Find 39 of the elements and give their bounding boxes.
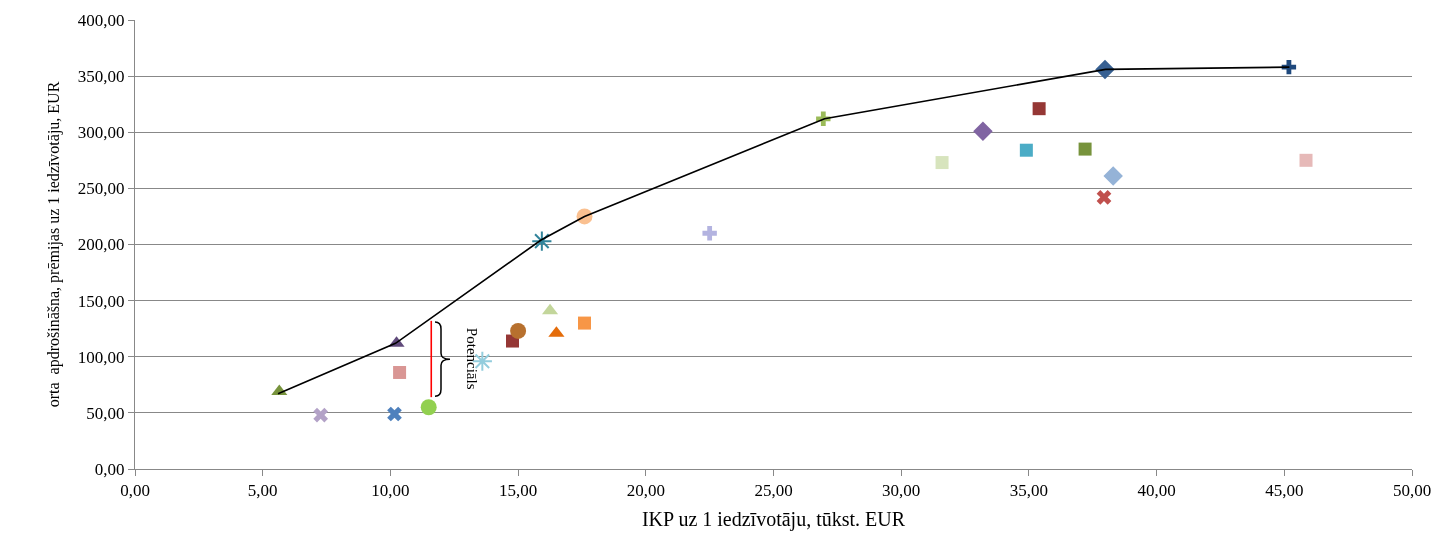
annotation: Potenciāls bbox=[464, 327, 481, 390]
point bbox=[510, 322, 527, 339]
point bbox=[420, 399, 437, 416]
y-tick-label: 100,00 bbox=[77, 347, 125, 367]
y-tick-label: 0,00 bbox=[94, 459, 125, 479]
point bbox=[578, 316, 591, 330]
x-axis-title: IKP uz 1 iedzīvotāju, tūkst. EUR bbox=[641, 507, 906, 531]
y-tick-label: 400,00 bbox=[77, 10, 125, 30]
x-tick-label: 15,00 bbox=[498, 481, 538, 501]
point bbox=[702, 226, 717, 241]
y-tick-label: 300,00 bbox=[77, 123, 125, 143]
point bbox=[973, 121, 993, 141]
point bbox=[1096, 189, 1112, 205]
x-tick-label: 25,00 bbox=[754, 481, 793, 501]
x-tick-label: 35,00 bbox=[1009, 481, 1049, 501]
point bbox=[1032, 102, 1046, 116]
point bbox=[1299, 153, 1313, 167]
y-tick-label: 50,00 bbox=[86, 403, 125, 423]
y-tick-label: 200,00 bbox=[77, 235, 125, 255]
point bbox=[393, 365, 407, 379]
point bbox=[1078, 142, 1092, 156]
x-tick-label: 5,00 bbox=[247, 481, 278, 501]
x-tick-label: 40,00 bbox=[1137, 481, 1176, 501]
point bbox=[935, 156, 949, 170]
y-tick-label: 150,00 bbox=[77, 291, 125, 311]
point bbox=[1019, 143, 1033, 157]
point bbox=[1103, 166, 1123, 186]
x-tick-label: 45,00 bbox=[1265, 481, 1304, 501]
y-axis-title: orta apdrošināšna, prēmijas uz 1 iedzīvotāju, EUR bbox=[44, 81, 63, 408]
y-tick-label: 250,00 bbox=[77, 179, 125, 199]
x-tick-label: 20,00 bbox=[626, 481, 665, 501]
x-tick-label: 10,00 bbox=[371, 481, 410, 501]
x-tick-label: 50,00 bbox=[1392, 481, 1432, 501]
x-tick-label: 0,00 bbox=[120, 481, 150, 501]
point bbox=[531, 230, 553, 252]
x-tick-label: 30,00 bbox=[882, 481, 921, 501]
point bbox=[313, 407, 329, 423]
point bbox=[387, 406, 402, 422]
y-tick-label: 350,00 bbox=[77, 67, 125, 87]
